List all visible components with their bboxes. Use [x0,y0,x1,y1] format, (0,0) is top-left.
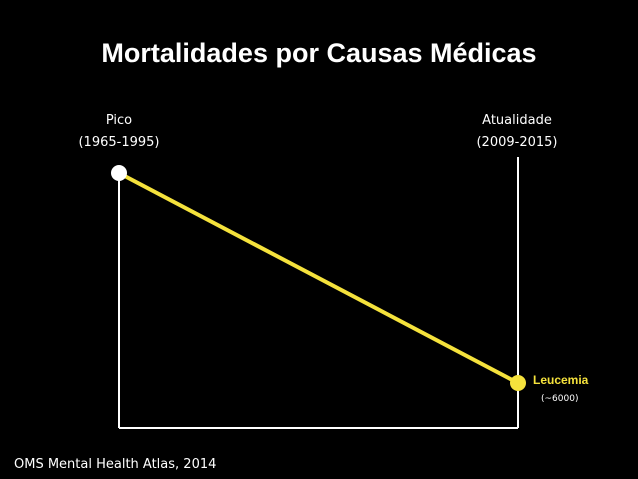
series-group [111,165,526,391]
end-point [510,375,526,391]
right-column-label: Atualidade (2009-2015) [437,110,597,154]
series-label-leucemia: Leucemia [533,373,589,387]
left-column-label: Pico (1965-1995) [39,110,199,154]
right-column-period: (2009-2015) [476,135,558,150]
series-line [117,171,520,385]
start-point [111,165,127,181]
left-column-period: (1965-1995) [78,135,160,150]
right-column-name: Atualidade [482,113,552,128]
series-note: (~6000) [541,394,579,404]
chart-title: Mortalidades por Causas Médicas [101,38,537,68]
left-column-name: Pico [105,113,133,128]
source-citation: OMS Mental Health Atlas, 2014 [14,457,217,472]
axes-group [118,157,519,429]
